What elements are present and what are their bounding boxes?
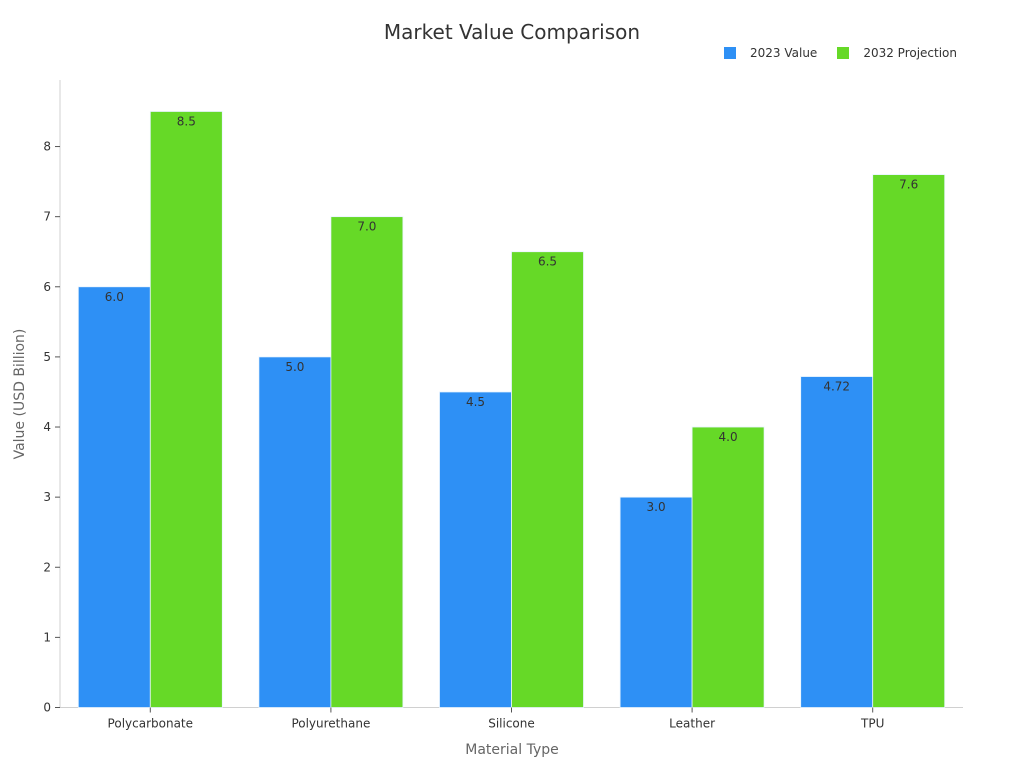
bar-value-label: 4.5	[466, 395, 485, 409]
y-tick-label: 4	[43, 420, 51, 434]
y-tick-label: 0	[43, 701, 51, 715]
y-tick-label: 3	[43, 490, 51, 504]
legend-swatch-2023	[724, 47, 736, 59]
chart-title: Market Value Comparison	[383, 20, 641, 44]
legend-label-2032: 2032 Projection	[863, 46, 958, 60]
bar-value-label: 7.0	[357, 220, 376, 234]
bar-polycarbonate-2023[interactable]	[77, 286, 151, 708]
x-tick-label: Polyurethane	[291, 717, 370, 731]
x-tick-label: Polycarbonate	[108, 717, 193, 731]
bar-leather-2032[interactable]	[691, 426, 765, 708]
bar-value-label: 3.0	[647, 500, 666, 514]
bar-value-label: 6.0	[105, 290, 124, 304]
legend-swatch-2032	[837, 47, 850, 59]
bar-value-label: 7.6	[899, 178, 918, 192]
bar-polycarbonate-2032[interactable]	[149, 111, 223, 708]
legend-label-2023: 2023 Value	[750, 46, 818, 60]
y-tick-label: 7	[43, 210, 51, 224]
bar-tpu-2032[interactable]	[872, 174, 946, 708]
legend: 2023 Value 2032 Projection	[724, 46, 977, 60]
y-tick-label: 5	[43, 350, 51, 364]
bar-value-label: 4.0	[719, 430, 738, 444]
bar-silicone-2023[interactable]	[439, 391, 512, 708]
bar-value-label: 5.0	[285, 360, 304, 374]
bar-value-label: 8.5	[177, 114, 196, 128]
x-tick-label: Silicone	[488, 717, 535, 731]
y-tick-label: 6	[43, 280, 51, 294]
y-tick-label: 2	[43, 560, 51, 574]
bar-polyurethane-2023[interactable]	[258, 356, 332, 708]
y-tick-label: 8	[43, 140, 51, 154]
bar-value-label: 6.5	[538, 255, 557, 269]
bar-silicone-2032[interactable]	[511, 251, 584, 708]
bar-value-label: 4.72	[823, 380, 850, 394]
bar-polyurethane-2032[interactable]	[330, 216, 404, 708]
bar-tpu-2023[interactable]	[800, 376, 874, 708]
bar-leather-2023[interactable]	[619, 496, 693, 708]
legend-item-2023-value[interactable]: 2023 Value	[724, 46, 817, 60]
x-axis-label: Material Type	[465, 742, 559, 758]
x-tick-label: TPU	[860, 717, 884, 731]
x-tick-label: Leather	[669, 717, 715, 731]
y-tick-label: 1	[43, 630, 51, 644]
legend-item-2032-projection[interactable]: 2032 Projection	[837, 46, 957, 60]
